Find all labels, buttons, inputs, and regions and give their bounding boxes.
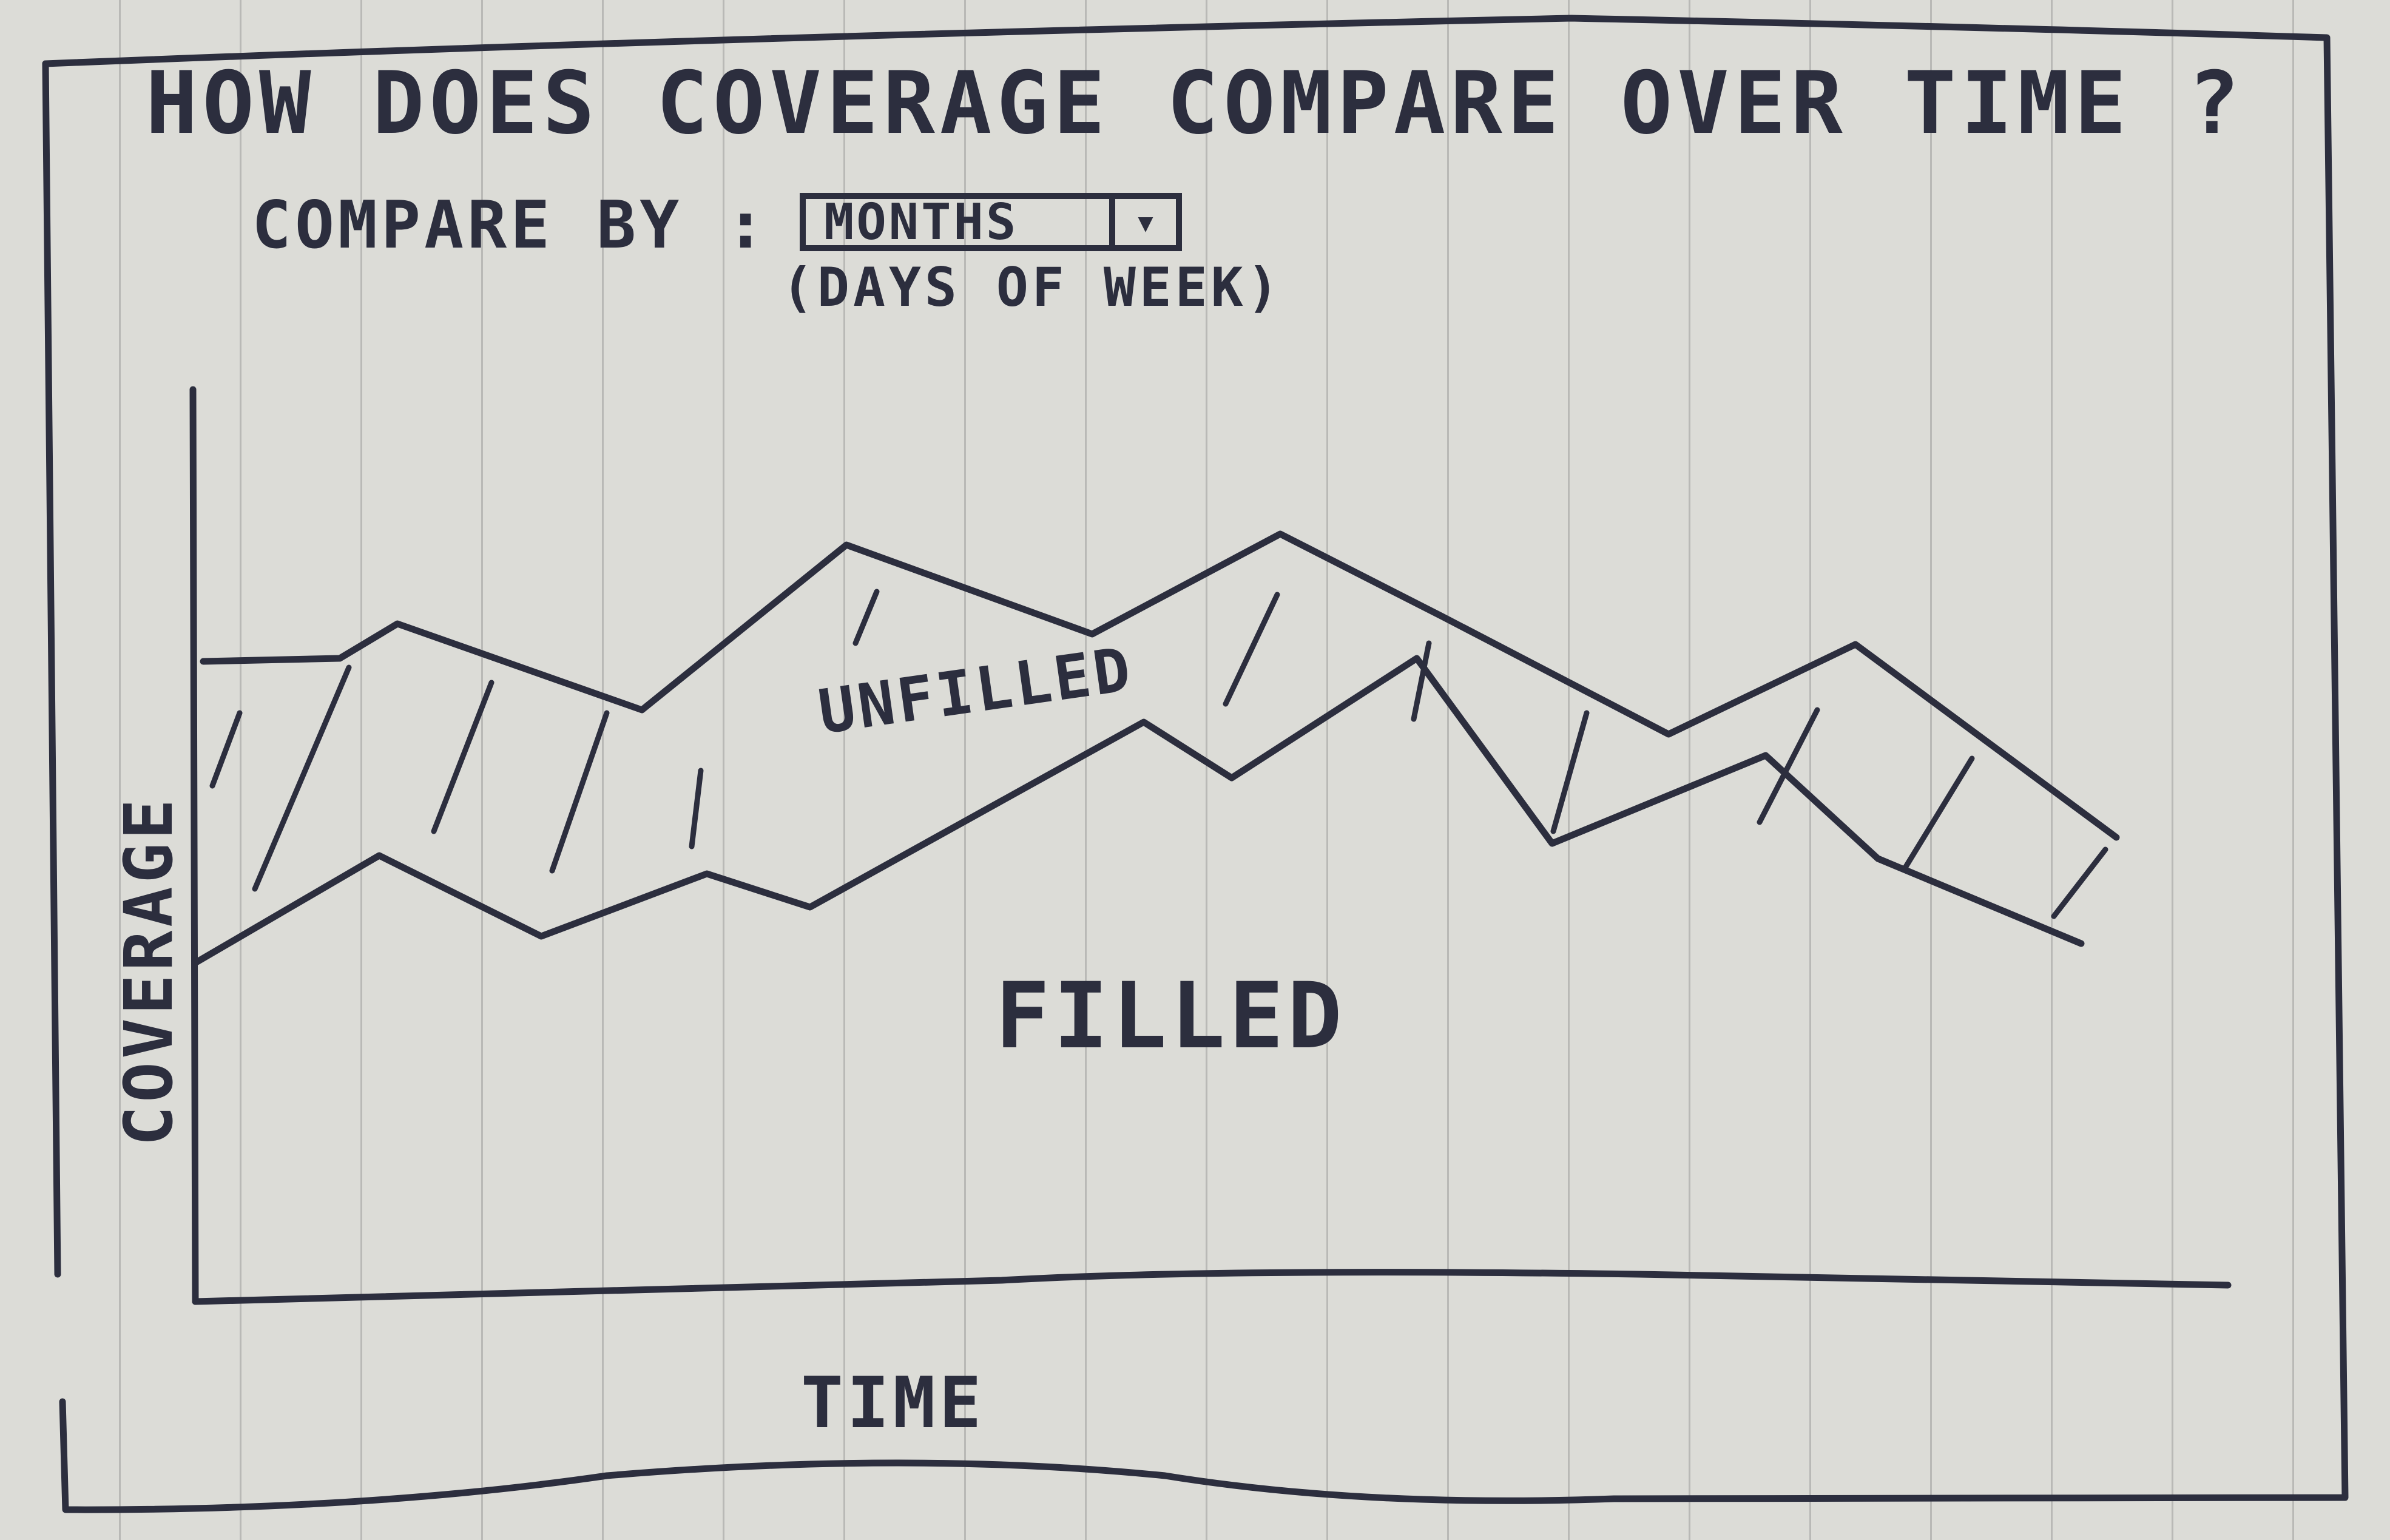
compare-by-label: COMPARE BY : [252, 187, 769, 263]
dropdown-option-note: (DAYS OF WEEK) [781, 256, 1283, 319]
unfilled-hatching [209, 589, 2108, 919]
filled-region-label: FILLED [995, 964, 1346, 1069]
chevron-down-icon[interactable]: ▾ [1109, 199, 1176, 245]
y-axis-label: COVERAGE [110, 795, 187, 1146]
upper-coverage-line [200, 530, 2120, 841]
outer-frame-left [42, 60, 61, 1278]
compare-by-dropdown[interactable]: MONTHS ▾ [800, 193, 1182, 251]
x-axis [192, 1269, 2232, 1305]
page-title: HOW DOES COVERAGE COMPARE OVER TIME ? [146, 53, 2245, 154]
y-axis [189, 386, 199, 1305]
outer-frame [42, 15, 2349, 1513]
lower-coverage-line [194, 655, 2085, 965]
dropdown-selected-value: MONTHS [824, 193, 1019, 251]
x-axis-label: TIME [801, 1362, 985, 1444]
